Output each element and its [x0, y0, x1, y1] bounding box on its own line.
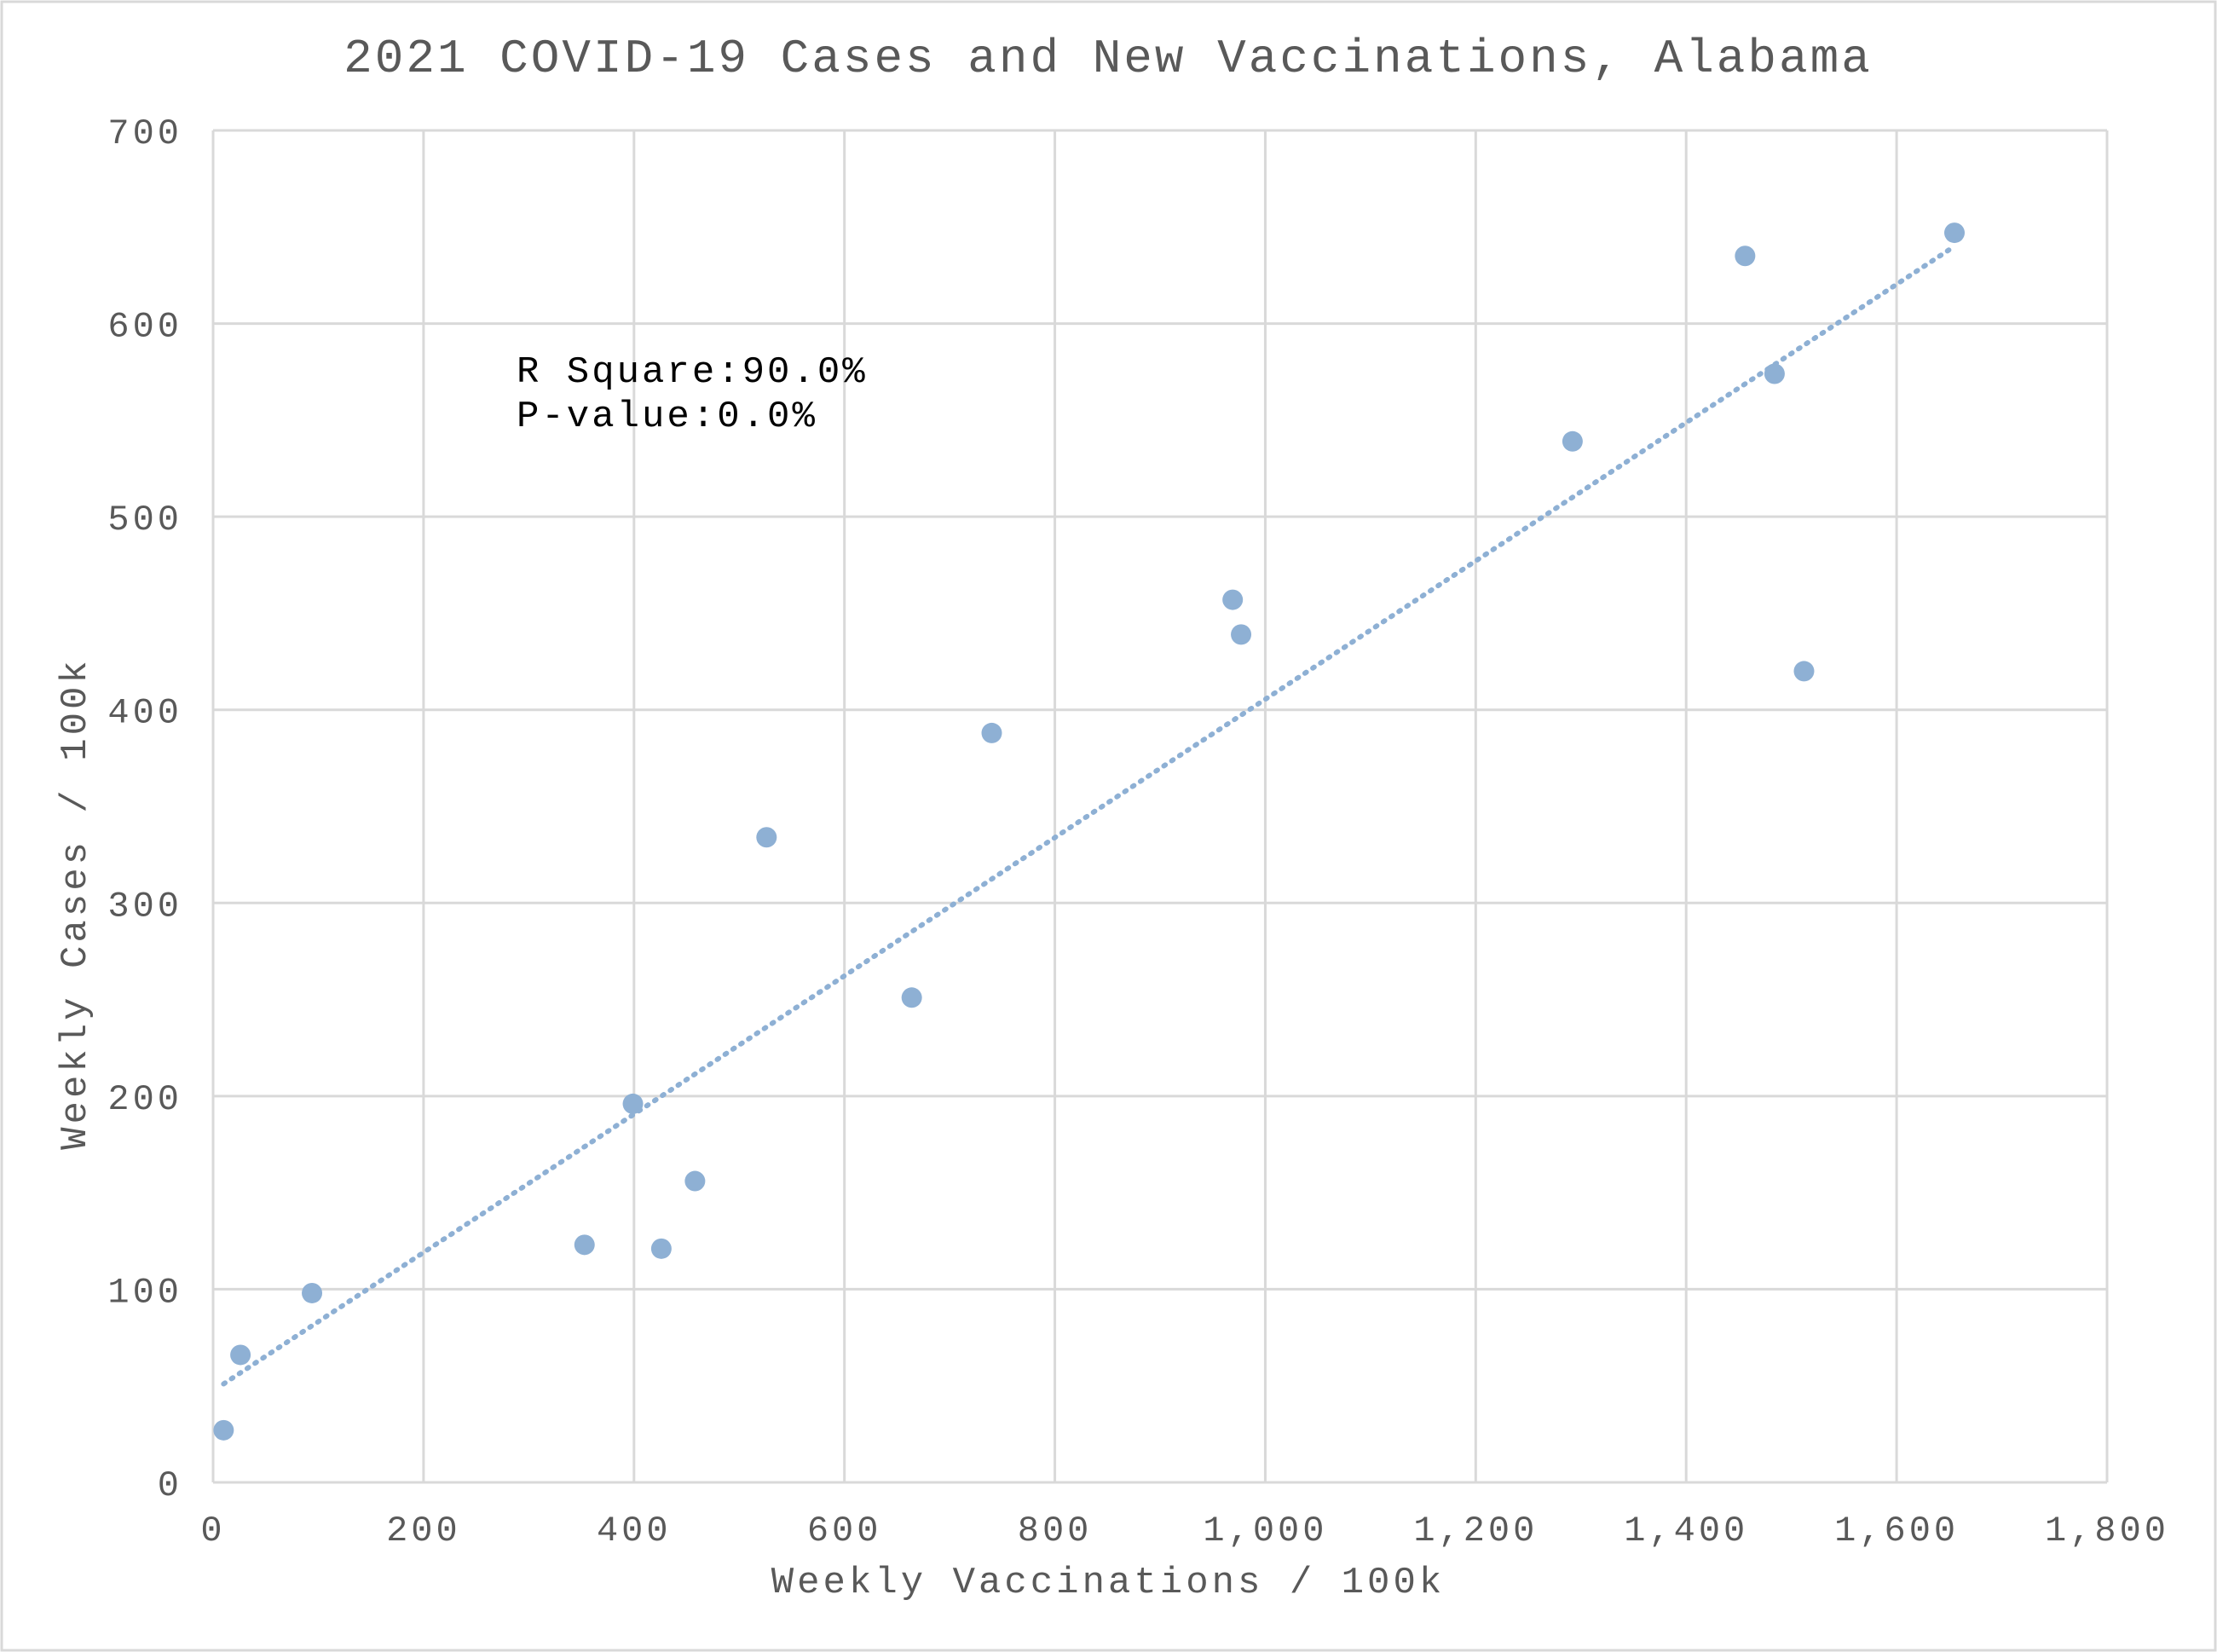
- data-point: [1222, 589, 1244, 610]
- data-point: [901, 987, 922, 1008]
- y-tick-label: 300: [107, 886, 182, 927]
- x-tick-label: 0: [200, 1510, 225, 1551]
- p-value-value: 0.0%: [717, 396, 817, 438]
- x-tick-label: 1,600: [1834, 1510, 1959, 1551]
- y-tick-label: 400: [107, 693, 182, 734]
- y-tick-label: 600: [107, 307, 182, 348]
- data-point: [213, 1419, 234, 1441]
- data-point: [622, 1093, 644, 1114]
- data-point: [981, 722, 1002, 743]
- tick-labels: 0 200 400 600 800 1,000 1,200 1,400 1,600 1,800 0 1…: [107, 113, 2169, 1551]
- trendline-group: [221, 243, 1958, 1387]
- y-tick-label: 100: [107, 1272, 182, 1313]
- data-point: [1562, 430, 1583, 452]
- y-tick-label: 700: [107, 113, 182, 154]
- grid-lines: [211, 129, 2109, 1484]
- x-tick-label: 800: [1018, 1510, 1093, 1551]
- data-point: [230, 1344, 251, 1366]
- data-point: [650, 1238, 672, 1259]
- x-tick-label: 200: [386, 1510, 461, 1551]
- data-point: [574, 1234, 595, 1256]
- r-square-value: 90.0%: [742, 351, 868, 394]
- p-value-annotation: P-value:0.0%: [517, 396, 817, 438]
- stats-annotation: R Square:90.0% P-value:0.0%: [517, 351, 868, 438]
- x-tick-label: 1,200: [1413, 1510, 1538, 1551]
- x-tick-label: 1,800: [2045, 1510, 2169, 1551]
- data-point: [1735, 245, 1756, 267]
- r-square-annotation: R Square:90.0%: [517, 351, 868, 394]
- x-axis-title: Weekly Vaccinations / 100k: [771, 1562, 1446, 1604]
- r-square-label: R Square:: [517, 351, 742, 394]
- y-tick-label: 0: [158, 1465, 182, 1506]
- data-points: [213, 222, 1966, 1441]
- data-point: [1231, 624, 1252, 645]
- data-point: [684, 1170, 706, 1192]
- data-point: [1944, 222, 1966, 244]
- data-point: [756, 827, 777, 848]
- y-axis-title: Weekly Cases / 100k: [55, 657, 97, 1150]
- y-tick-label: 500: [107, 500, 182, 540]
- p-value-label: P-value:: [517, 396, 717, 438]
- y-tick-label: 200: [107, 1079, 182, 1120]
- x-tick-label: 400: [597, 1510, 672, 1551]
- x-tick-label: 600: [807, 1510, 882, 1551]
- chart-title: 2021 COVID-19 Cases and New Vaccinations…: [344, 32, 1873, 86]
- x-tick-label: 1,400: [1624, 1510, 1748, 1551]
- x-tick-label: 1,000: [1203, 1510, 1327, 1551]
- trendline: [221, 243, 1958, 1387]
- data-point: [302, 1282, 323, 1303]
- data-point: [1793, 661, 1815, 682]
- data-point: [1764, 363, 1785, 384]
